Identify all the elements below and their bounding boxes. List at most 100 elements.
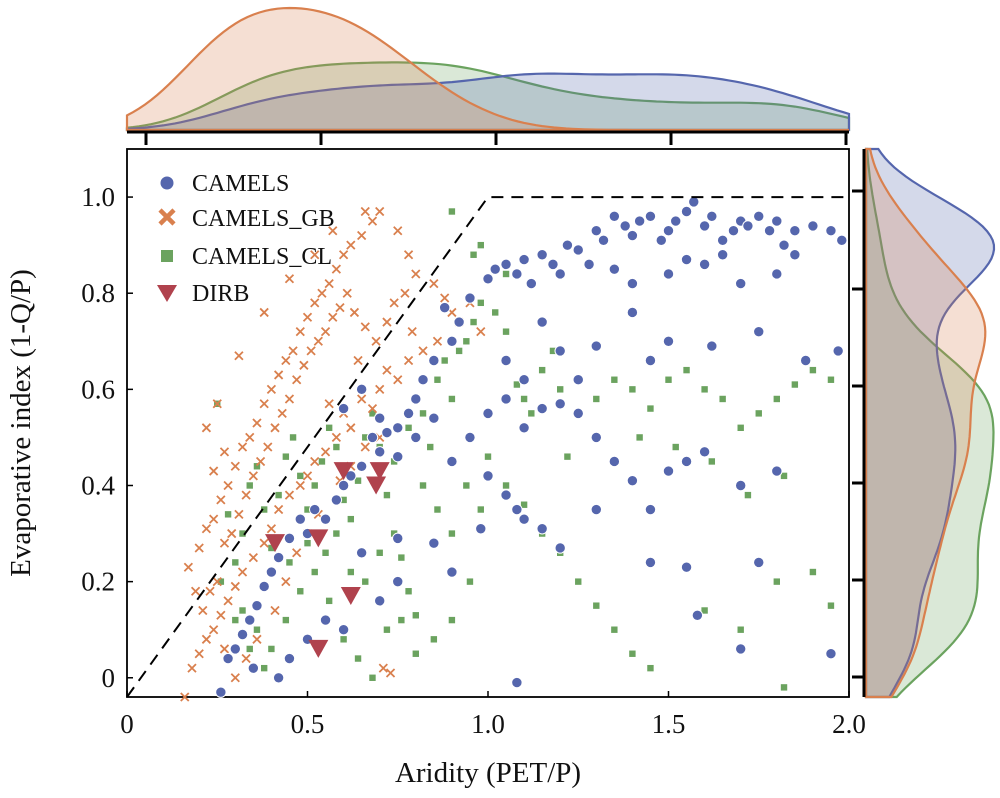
camels-gb-point [371,336,381,346]
x-tick-label: 1.0 [471,709,505,739]
camels-cl-point [419,482,427,489]
camels-cl-point [744,491,752,499]
camels-point [789,249,801,261]
camels-gb-point [349,307,360,318]
camels-point [417,374,429,386]
camels-gb-point [360,206,370,217]
camels-gb-point [209,514,219,524]
legend-item-camels-cl: CAMELS_CL [161,244,332,270]
camels-cl-point [347,568,355,576]
camels-point [691,609,704,621]
camels-gb-point [331,264,342,274]
camels-cl-point [239,530,246,537]
camels-point [727,225,740,237]
camels-gb-point [201,524,212,534]
camels-gb-point [476,327,486,337]
camels-point [475,523,487,535]
camels-cl-point [484,453,492,460]
camels-gb-point [306,346,316,356]
camels-cl-point [369,410,376,417]
camels-point [572,407,584,420]
camels-gb-point [209,625,219,635]
legend: CAMELS CAMELS_GB CAMELS_CL DIRB [157,171,335,307]
camels-point [742,220,754,232]
camels-gb-point [201,423,212,433]
camels-gb-point [234,351,244,361]
camels-gb-point [400,288,410,298]
camels-gb-point [205,586,215,596]
camels-gb-point [263,442,273,452]
camels-point [518,513,530,525]
camels-point [355,460,368,472]
camels-cl-point [311,568,318,576]
legend-marker-camels-gb [158,208,176,226]
camels-cl-point [557,386,564,393]
camels-gb-point [216,610,226,620]
camels-cl-point [827,602,835,609]
camels-point [554,345,566,357]
camels-point [655,234,667,247]
camels-cl-point [286,559,293,566]
camels-gb-point [320,447,331,457]
camels-cl-point [427,443,434,451]
camels-cl-point [538,366,546,374]
camels-gb-point [385,668,396,678]
camels-point [410,393,422,405]
camels-cl-point [390,458,398,465]
top-marginal-distribution [125,6,851,132]
camels-point [583,258,595,271]
energy-limit-line [126,196,849,698]
camels-gb-point [393,226,403,236]
camels-gb-point [219,447,230,457]
legend-label-camels-cl: CAMELS_CL [192,244,332,270]
camels-point [482,470,494,482]
camels-cl-point [611,626,618,633]
camels-cl-point [289,434,297,441]
camels-point [500,393,512,405]
camels-gb-point [255,456,266,467]
camels-point [619,220,631,232]
camels-gb-point [432,336,443,346]
camels-gb-point [273,504,284,515]
camels-point [832,345,844,357]
y-axis-ticks: 0 0.2 0.4 0.6 0.8 1.0 [81,182,133,693]
camels-point [778,239,790,251]
camels-gb-point [234,509,244,519]
camels-point [670,215,682,227]
camels-point [554,398,566,410]
camels-cl-point [636,434,643,441]
camels-cl-point [502,270,510,278]
x-tick-label: 0 [120,709,134,739]
camels-point [633,215,646,227]
camels-point [428,412,440,424]
camels-point [236,628,249,641]
camels-gb-point [248,552,258,563]
camels-gb-point [248,471,258,481]
camels-point [753,325,765,338]
dirb-point [333,462,354,481]
camels-cl-point [549,347,557,355]
camels-cl-point [390,530,398,537]
camels-point [251,599,263,612]
camels-point [355,547,368,559]
camels-gb-point [375,384,385,394]
camels-cl-point [383,491,391,499]
camels-gb-point [245,432,255,443]
camels-gb-point [335,302,345,313]
camels-point [753,210,765,222]
camels-point [489,263,501,275]
camels-point [482,407,494,420]
camels-cl-point [405,588,412,595]
camels-point [392,575,404,588]
camels-point [662,465,675,477]
camels-cl-point [297,472,304,480]
legend-marker-camels-cl [161,250,173,262]
camels-cl-point [282,453,290,460]
camels-point [608,210,621,222]
camels-cl-point [463,338,470,345]
camels-point [464,431,476,444]
camels-point [265,566,278,578]
camels-cl-point [477,299,484,307]
camels-point [337,479,350,492]
